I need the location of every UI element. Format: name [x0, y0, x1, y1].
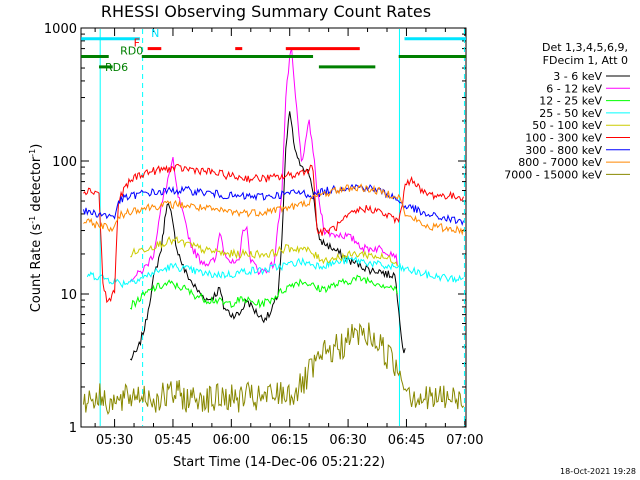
y-tick-label: 1: [69, 421, 77, 436]
chart-title: RHESSI Observing Summary Count Rates: [101, 2, 431, 21]
axis-ticks: 05:30 05:45 06:00 06:15 06:30 06:45 07:00 1 10 10…: [44, 22, 484, 448]
legend-label: 12 - 25 keV: [539, 95, 602, 108]
series-line-800-7000-kev: [83, 183, 464, 236]
legend-label: 3 - 6 keV: [553, 70, 602, 83]
series-line-25-50-kev: [86, 254, 464, 289]
y-label-part-3: ): [29, 144, 44, 149]
flag-label-f: F: [134, 37, 140, 50]
x-tick-label: 05:30: [96, 433, 133, 448]
series-line-7000-15000-kev: [83, 322, 465, 416]
flag-label-rd6: RD6: [105, 61, 128, 74]
legend-header-2: FDecim 1, Att 0: [543, 54, 628, 67]
y-label-part-2: detector: [29, 156, 44, 216]
legend-label: 300 - 800 keV: [525, 144, 602, 157]
flag-label-n: N: [151, 27, 159, 40]
plot-area: [80, 27, 467, 428]
series-line-6-12-kev: [129, 47, 398, 282]
plot-frame: [80, 27, 467, 428]
footer-timestamp: 18-Oct-2021 19:28: [560, 467, 636, 476]
x-axis-label: Start Time (14-Dec-06 05:21:22): [173, 455, 385, 470]
y-tick-label: 100: [52, 155, 77, 170]
data-series: [83, 47, 465, 416]
legend-header-1: Det 1,3,4,5,6,9,: [542, 41, 628, 54]
y-label-part-1: Count Rate (s: [29, 224, 44, 313]
legend-label: 7000 - 15000 keV: [504, 168, 602, 181]
legend-label: 50 - 100 keV: [532, 119, 602, 132]
x-tick-label: 07:00: [446, 433, 483, 448]
y-label-sup-1: -1: [28, 216, 37, 224]
x-tick-label: 06:30: [329, 433, 366, 448]
series-line-300-800-kev: [83, 183, 464, 226]
y-tick-label: 1000: [44, 22, 77, 37]
x-tick-label: 06:15: [271, 433, 308, 448]
legend-label: 100 - 300 keV: [525, 132, 602, 145]
series-line-50-100-kev: [130, 236, 398, 267]
flag-label-rd0: RD0: [120, 45, 143, 58]
x-tick-label: 06:45: [388, 433, 425, 448]
series-line-3-6-kev: [129, 111, 406, 361]
x-tick-label: 05:45: [154, 433, 191, 448]
legend-label: 25 - 50 keV: [539, 107, 602, 120]
legend-label: 6 - 12 keV: [546, 82, 602, 95]
y-axis-label: Count Rate (s-1 detector-1): [28, 144, 44, 313]
legend-label: 800 - 7000 keV: [518, 156, 602, 169]
series-line-100-300-kev: [83, 163, 464, 304]
y-tick-label: 10: [60, 288, 77, 303]
x-tick-label: 06:00: [213, 433, 250, 448]
y-label-sup-2: -1: [28, 149, 37, 157]
series-line-12-25-kev: [129, 274, 398, 310]
legend: Det 1,3,4,5,6,9, FDecim 1, Att 0 3 - 6 k…: [504, 41, 630, 181]
